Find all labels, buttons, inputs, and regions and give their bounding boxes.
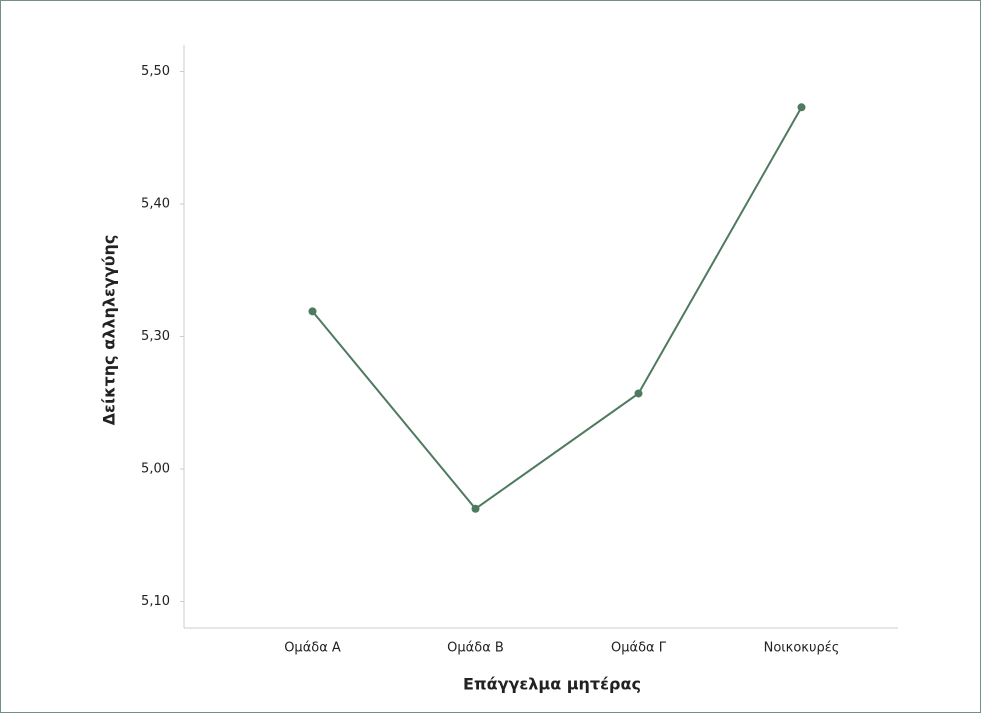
point <box>634 389 643 398</box>
x-tick-label: Ομάδα Β <box>447 641 504 656</box>
line <box>311 106 803 511</box>
y-tick-label: 5,30 <box>141 329 170 344</box>
x-tick-label: Ομάδα Γ <box>611 641 667 656</box>
y-tick-label: 5,00 <box>141 462 170 477</box>
point <box>308 307 317 316</box>
y-tick-label: 5,10 <box>141 594 170 609</box>
y-tick-label: 5,50 <box>141 64 170 79</box>
x-tick-label: Νοικοκυρές <box>764 641 840 656</box>
y-tick-label: 5,40 <box>141 197 170 212</box>
point <box>471 504 480 513</box>
x-tick-label: Ομάδα Α <box>284 641 341 656</box>
point <box>797 103 806 112</box>
y-axis-title: Δείκτης αλληλεγγύης <box>100 235 119 426</box>
x-axis-title: Επάγγελμα μητέρας <box>463 675 641 694</box>
